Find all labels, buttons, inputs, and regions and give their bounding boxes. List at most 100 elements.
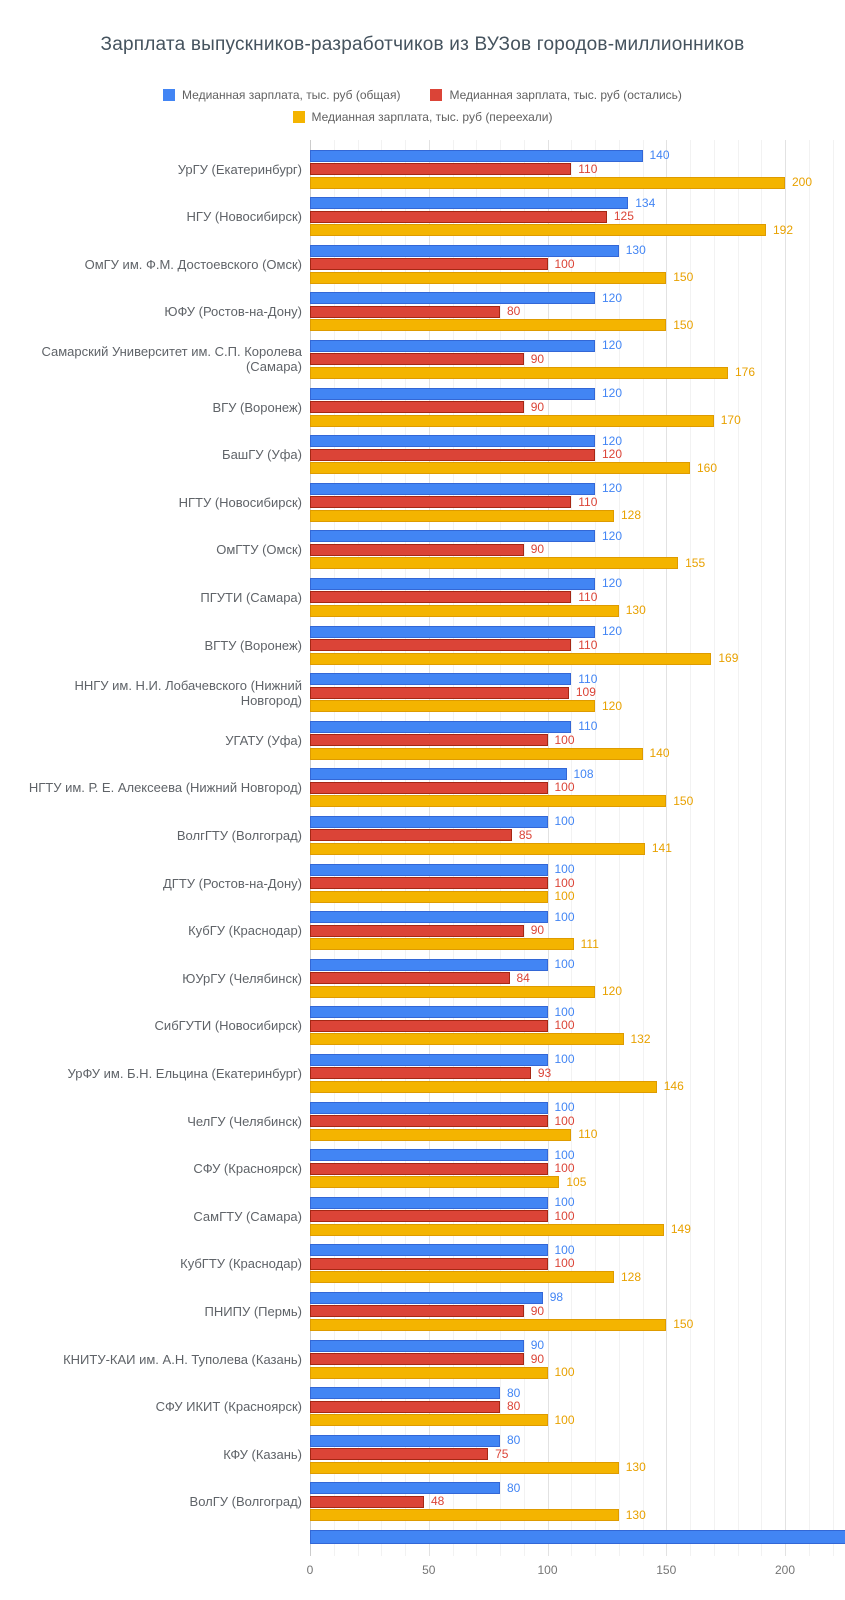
bar-moved xyxy=(310,224,766,237)
value-label: 149 xyxy=(670,1222,691,1237)
minor-gridline xyxy=(808,140,810,1556)
legend-row: Медианная зарплата, тыс. руб (переехали) xyxy=(0,110,845,124)
chart-row: ЮУрГУ (Челябинск) 100 84 120 xyxy=(0,954,845,1002)
value-label: 100 xyxy=(554,1052,575,1067)
bar-total xyxy=(310,577,595,590)
value-label: 110 xyxy=(578,1127,598,1141)
category-label: УрГУ (Екатеринбург) xyxy=(177,161,302,177)
legend-row: Медианная зарплата, тыс. руб (общая) Меди… xyxy=(0,88,845,102)
bar-total xyxy=(310,530,595,543)
value-label: 90 xyxy=(530,351,545,366)
bar-total xyxy=(310,387,595,400)
bar-total xyxy=(310,1339,524,1352)
value-label: 100 xyxy=(554,1004,575,1019)
chart-row: НГТУ (Новосибирск) 120 110 128 xyxy=(0,478,845,526)
category-label: БашГУ (Уфа) xyxy=(222,447,302,463)
value-label: 120 xyxy=(602,433,623,448)
chart-row: УрГУ (Екатеринбург) 140 110 200 xyxy=(0,145,845,193)
bar-stayed xyxy=(310,591,572,604)
value-label: 100 xyxy=(554,1256,575,1271)
chart-row: ЮФУ (Ростов-на-Дону) 120 80 150 xyxy=(0,288,845,336)
chart-row: Самарский Университет им. С.П. Королева … xyxy=(0,335,845,383)
chart-row: КубГУ (Краснодар) 100 90 111 xyxy=(0,907,845,955)
bar-moved xyxy=(310,747,643,760)
value-label: 80 xyxy=(507,1480,521,1495)
major-gridline xyxy=(666,140,668,1556)
chart-row: СибГУТИ (Новосибирск) 100 100 132 xyxy=(0,1002,845,1050)
bar-stayed xyxy=(310,1353,524,1365)
bar-total xyxy=(310,1149,548,1162)
bar-total xyxy=(310,815,548,828)
bar-moved xyxy=(310,1509,619,1522)
chart-row: КНИТУ-КАИ им. А.Н. Туполева (Казань) 90 90… xyxy=(0,1335,845,1383)
chart-legend: Медианная зарплата, тыс. руб (общая) Меди… xyxy=(0,88,845,132)
bar-stayed xyxy=(310,210,607,223)
bar-moved xyxy=(310,842,645,855)
value-label: 100 xyxy=(554,256,575,271)
bar-moved xyxy=(310,938,574,951)
value-label: 155 xyxy=(685,555,706,570)
chart-row: КубГТУ (Краснодар) 100 100 128 xyxy=(0,1240,845,1288)
category-label: КубГТУ (Краснодар) xyxy=(180,1256,302,1272)
bar-moved xyxy=(310,1366,548,1379)
bar-total xyxy=(310,911,548,924)
category-label: ВГТУ (Воронеж) xyxy=(204,637,303,653)
legend-item-moved: Медианная зарплата, тыс. руб (переехали) xyxy=(292,110,552,124)
bar-moved xyxy=(310,319,667,332)
x-axis-tick: 100 xyxy=(537,1563,558,1577)
category-label: НГТУ (Новосибирск) xyxy=(178,494,302,510)
value-label: 128 xyxy=(621,508,642,523)
major-gridline xyxy=(785,140,786,1556)
bar-total xyxy=(310,1053,548,1066)
value-label: 110 xyxy=(578,161,598,176)
value-label: 109 xyxy=(575,685,596,700)
bar-moved xyxy=(310,462,690,475)
category-label: ЮФУ (Ростов-на-Дону) xyxy=(164,304,302,320)
x-axis-tick: 200 xyxy=(774,1563,796,1577)
value-label: 141 xyxy=(651,841,672,856)
value-label: 105 xyxy=(566,1174,587,1189)
legend-item-total: Медианная зарплата, тыс. руб (общая) xyxy=(163,88,400,102)
chart-row: БашГУ (Уфа) 120 120 160 xyxy=(0,431,845,479)
chart-row: УрФУ им. Б.Н. Ельцина (Екатеринбург) 100 9… xyxy=(0,1049,845,1097)
value-label: 100 xyxy=(554,1195,575,1210)
bar-moved xyxy=(310,1080,657,1093)
value-label: 90 xyxy=(530,923,545,938)
bar-moved xyxy=(310,652,712,665)
bar-stayed xyxy=(310,305,500,318)
minor-gridline xyxy=(713,140,715,1556)
bar-stayed xyxy=(310,258,548,271)
clipped-partial-bar xyxy=(310,1530,845,1544)
value-label: 110 xyxy=(578,637,598,652)
category-label: ОмГУ им. Ф.М. Достоевского (Омск) xyxy=(84,256,302,272)
value-label: 90 xyxy=(530,1351,545,1366)
category-label: УГАТУ (Уфа) xyxy=(225,732,302,748)
value-label: 120 xyxy=(602,576,623,591)
bar-moved xyxy=(310,509,614,522)
bar-moved xyxy=(310,795,667,808)
bar-total xyxy=(310,435,595,448)
bar-moved xyxy=(310,1461,619,1474)
bar-total xyxy=(310,1291,543,1304)
chart-row: ННГУ им. Н.И. Лобачевского (Нижний Новго… xyxy=(0,669,845,717)
x-axis-tick: 0 xyxy=(306,1563,314,1577)
value-label: 176 xyxy=(735,365,756,380)
value-label: 80 xyxy=(507,1399,521,1414)
value-label: 130 xyxy=(625,243,646,258)
value-label: 100 xyxy=(554,862,575,876)
bar-stayed xyxy=(310,353,524,366)
value-label: 80 xyxy=(507,1433,521,1448)
bar-stayed xyxy=(310,877,548,889)
value-label: 100 xyxy=(554,780,575,795)
bar-stayed xyxy=(310,1067,531,1080)
bar-moved xyxy=(310,1033,624,1046)
value-label: 150 xyxy=(673,317,694,332)
chart-row: УГАТУ (Уфа) 110 100 140 xyxy=(0,716,845,764)
legend-label: Медианная зарплата, тыс. руб (общая) xyxy=(182,88,401,102)
value-label: 100 xyxy=(554,957,575,972)
bar-total xyxy=(310,720,572,733)
bar-moved xyxy=(310,176,785,189)
value-label: 100 xyxy=(554,814,575,829)
bar-stayed xyxy=(310,1495,424,1508)
bar-moved xyxy=(310,1414,548,1427)
